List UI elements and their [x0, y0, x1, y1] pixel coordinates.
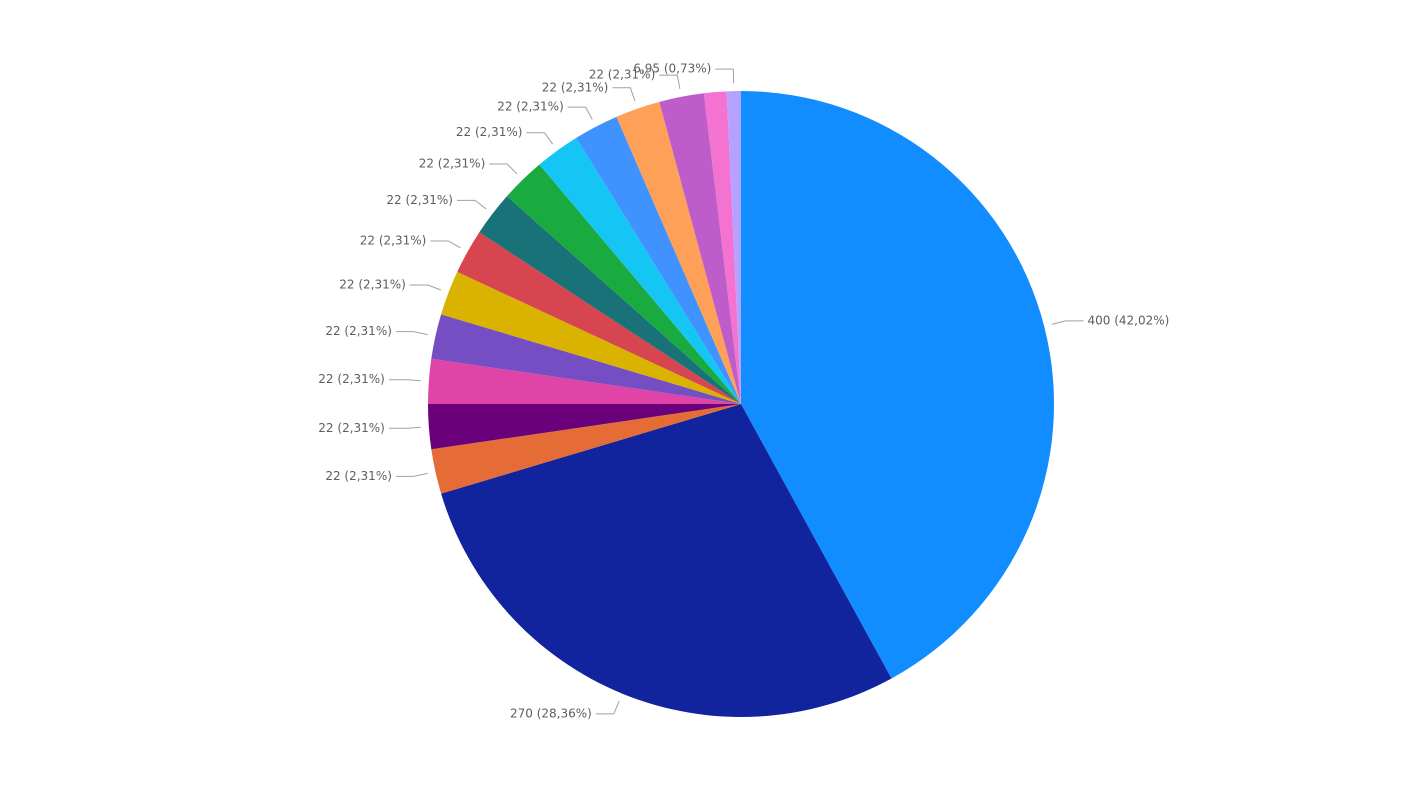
- pie-slice: [431, 314, 741, 404]
- pie-slice: [431, 404, 741, 494]
- data-label: 22 (2,31%): [325, 469, 392, 483]
- data-label: 400 (42,02%): [1088, 313, 1170, 327]
- leader-line: [489, 163, 518, 175]
- data-label: 22 (2,31%): [456, 125, 523, 139]
- data-label: 22 (2,31%): [386, 193, 453, 207]
- leader-line: [430, 240, 461, 249]
- pie-slice: [479, 196, 741, 404]
- pie-slice: [741, 91, 1054, 679]
- leader-line: [526, 132, 554, 145]
- data-label: 22 (2,31%): [419, 157, 486, 171]
- data-label: 22 (2,31%): [339, 278, 406, 292]
- data-label: 22 (2,31%): [318, 421, 385, 435]
- pie-slice: [441, 271, 741, 404]
- data-label: 22 (2,31%): [497, 100, 564, 114]
- leader-line: [1051, 320, 1084, 325]
- data-label: 22 (2,31%): [542, 80, 609, 94]
- pie-slice: [659, 93, 741, 404]
- data-label: 6,95 (0,73%): [633, 62, 711, 76]
- leader-line: [409, 284, 442, 291]
- data-label: 270 (28,36%): [510, 706, 592, 720]
- leader-line: [388, 379, 421, 382]
- data-label: 22 (2,31%): [318, 372, 385, 386]
- leader-line: [395, 472, 428, 477]
- pie-slice: [428, 404, 741, 450]
- leader-line: [595, 700, 620, 715]
- pie-slice: [428, 358, 741, 404]
- pie-slice: [457, 232, 741, 404]
- leader-line: [457, 199, 487, 210]
- pie-slice: [726, 91, 741, 404]
- leader-line: [715, 68, 735, 84]
- pie-slice: [539, 137, 741, 405]
- leader-line: [659, 74, 681, 89]
- pie-slice: [703, 91, 741, 404]
- leader-line: [612, 87, 636, 102]
- data-label: 22 (2,31%): [589, 68, 656, 82]
- leader-line: [395, 331, 428, 336]
- data-label: 22 (2,31%): [325, 324, 392, 338]
- pie-slice: [576, 116, 741, 405]
- data-label: 22 (2,31%): [360, 233, 427, 247]
- leader-line: [567, 106, 593, 120]
- leader-line: [388, 426, 421, 429]
- pie-slice: [506, 164, 741, 404]
- pie-slice: [441, 404, 892, 717]
- pie-slice: [616, 101, 741, 404]
